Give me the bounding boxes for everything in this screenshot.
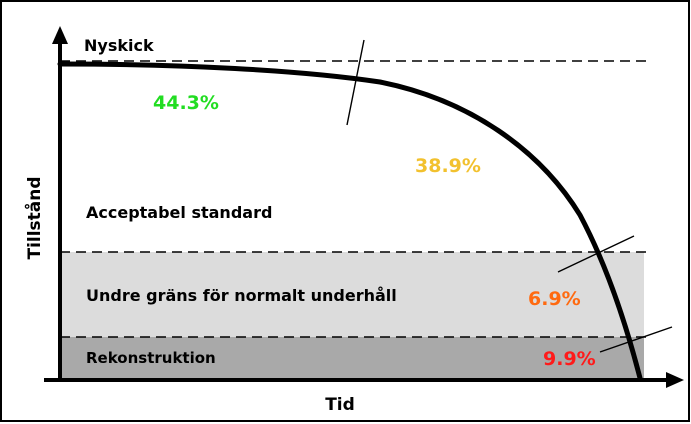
segment-percent-reconstruction: 9.9% [543, 348, 596, 370]
x-axis-arrow [666, 372, 684, 388]
x-axis-label: Tid [325, 395, 355, 415]
level-label-reconstruction: Rekonstruktion [86, 349, 216, 367]
level-label-new: Nyskick [84, 36, 154, 55]
segment-percent-new: 44.3% [153, 92, 219, 114]
y-axis-label: Tillstånd [23, 176, 45, 259]
segment-divider-1 [346, 39, 365, 126]
lower-limit-band [60, 252, 644, 337]
segment-percent-lower-limit: 6.9% [528, 288, 581, 310]
level-label-acceptable: Acceptabel standard [86, 203, 272, 222]
reconstruction-band [60, 337, 644, 380]
segment-percent-acceptable: 38.9% [415, 155, 481, 177]
y-axis-arrow [52, 26, 68, 44]
segment-divider-2 [557, 235, 635, 273]
degradation-curve [57, 61, 643, 381]
level-label-lower-limit: Undre gräns för normalt underhåll [86, 286, 397, 305]
segment-divider-3 [599, 326, 673, 353]
